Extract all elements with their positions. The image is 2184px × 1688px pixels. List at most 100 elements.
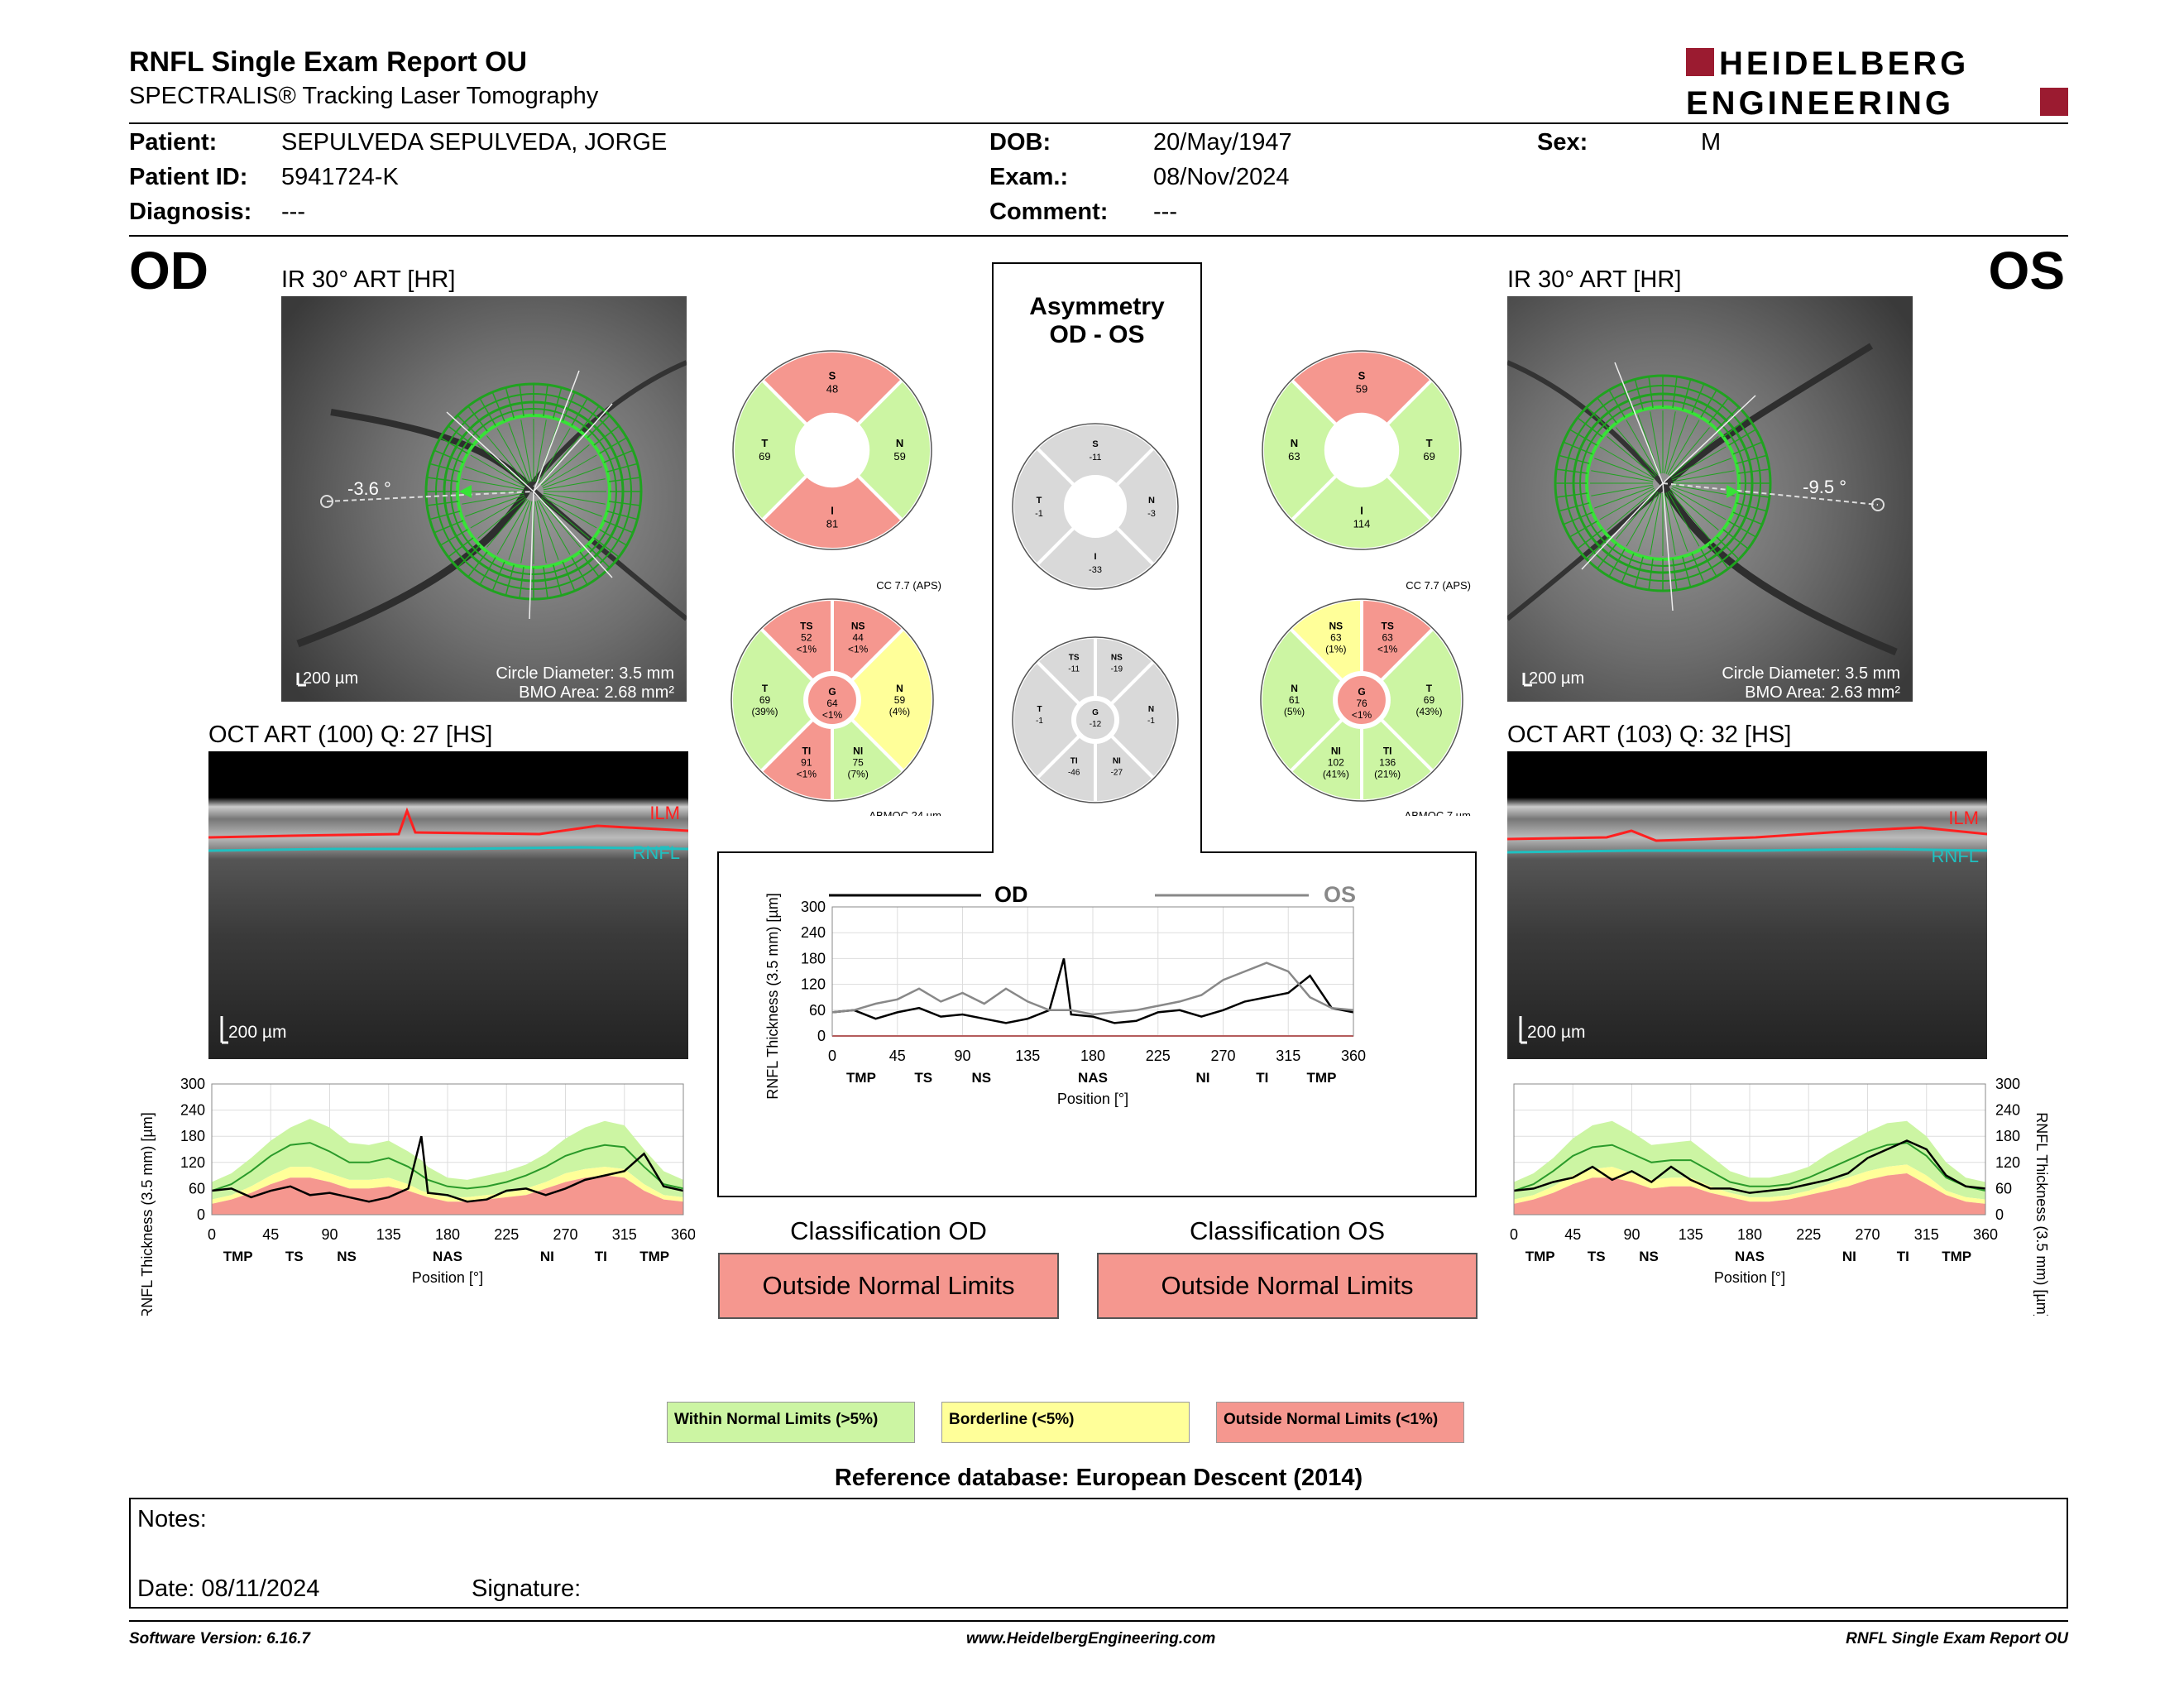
sector-ns-percentile: (1%) xyxy=(1325,644,1346,655)
sector-n-label: N xyxy=(896,437,903,449)
sector-g-percentile: <1% xyxy=(1352,709,1372,721)
x-tick-label: 180 xyxy=(1737,1226,1762,1243)
sector-axis-label: NS xyxy=(971,1070,991,1086)
asymmetry-title-line2: OD - OS xyxy=(1049,321,1145,348)
ou-comparison-chart: 0 60 120 180 240 300 0 45 90 135 180 225 270 315 360 OD… xyxy=(764,882,1366,1107)
exam-label: Exam.: xyxy=(989,164,1069,190)
legend-od-label: OD xyxy=(994,882,1028,907)
y-tick-label: 180 xyxy=(801,950,826,966)
x-tick-label: 360 xyxy=(1973,1226,1998,1243)
sector-ti-value: 136 xyxy=(1379,756,1396,768)
x-tick-label: 225 xyxy=(1146,1048,1171,1064)
od-ir-title: IR 30° ART [HR] xyxy=(281,266,456,293)
os-ilm-label: ILM xyxy=(1948,808,1979,828)
sector-g-value: 64 xyxy=(826,698,838,709)
sector-ni-label: NI xyxy=(1331,745,1341,756)
od-ir-image: -3.6 ° 200 µm Circle Diameter: 3.5 mm BM… xyxy=(281,296,687,702)
y-tick-label: 120 xyxy=(801,976,826,993)
x-tick-label: 315 xyxy=(612,1226,637,1243)
sector-ni-percentile: (7%) xyxy=(848,768,869,779)
heidelberg-logo: HEIDELBERG ENGINEERING xyxy=(1686,46,2068,117)
website-link[interactable]: www.HeidelbergEngineering.com xyxy=(966,1630,1216,1647)
sector-axis-label: NS xyxy=(337,1249,357,1264)
series-line-od xyxy=(831,958,1354,1024)
sector-n-label: N xyxy=(1148,496,1155,506)
sector-s-label: S xyxy=(1092,439,1098,449)
y-tick-label: 0 xyxy=(1995,1206,2004,1223)
classification-od-value: Outside Normal Limits xyxy=(718,1253,1059,1319)
sector-g xyxy=(807,674,858,726)
x-tick-label: 0 xyxy=(828,1048,836,1064)
patient-label: Patient: xyxy=(129,129,218,156)
x-tick-label: 45 xyxy=(262,1226,279,1243)
sector-ns-label: NS xyxy=(1329,621,1343,632)
sector-g-percentile: <1% xyxy=(822,709,843,721)
sector-s-label: S xyxy=(829,369,836,381)
rnfl-thickness-line xyxy=(1513,1139,1986,1194)
software-version: Software Version: 6.16.7 xyxy=(129,1630,310,1647)
sector-n-label: N xyxy=(1148,705,1154,714)
logo-line2: ENGINEERING xyxy=(1686,85,1954,117)
sector-t-value: -1 xyxy=(1035,509,1043,519)
sector-g xyxy=(1075,699,1116,741)
outside-normal-band xyxy=(212,1175,683,1215)
sector-ts-label: TS xyxy=(800,621,812,632)
x-tick-label: 135 xyxy=(1015,1048,1040,1064)
footer-divider xyxy=(129,1620,2068,1622)
x-tick-label: 360 xyxy=(671,1226,695,1243)
y-axis-label: RNFL Thickness (3.5 mm) [µm] xyxy=(764,893,781,1099)
sector-n-value: -1 xyxy=(1147,717,1155,726)
sector-g-value: -12 xyxy=(1090,720,1102,729)
x-tick-label: 315 xyxy=(1276,1048,1300,1064)
sector-t-percentile: (39%) xyxy=(752,706,778,717)
x-tick-label: 90 xyxy=(1623,1226,1640,1243)
diagnosis-value: --- xyxy=(281,199,305,225)
classification-os-value: Outside Normal Limits xyxy=(1097,1253,1478,1319)
sector-ts-percentile: <1% xyxy=(1377,644,1398,655)
sector-n-label: N xyxy=(896,683,903,694)
sector-i-value: 81 xyxy=(826,518,838,530)
sector-t-label: T xyxy=(1426,437,1433,449)
sector-s-value: 59 xyxy=(1356,382,1367,395)
sector-s-value: 48 xyxy=(826,382,838,395)
sector-n-value: -3 xyxy=(1147,509,1156,519)
dob-value: 20/May/1947 xyxy=(1153,129,1292,156)
y-tick-label: 240 xyxy=(180,1102,205,1119)
sector-ni-value: -27 xyxy=(1111,768,1123,777)
x-tick-label: 315 xyxy=(1914,1226,1939,1243)
within-normal-band xyxy=(1514,1120,1985,1200)
sector-axis-label: TMP xyxy=(639,1249,669,1264)
sector-ts-value: -11 xyxy=(1068,665,1080,674)
patient-divider xyxy=(129,235,2068,237)
sector-axis-label: TMP xyxy=(846,1070,876,1086)
classification-od-label: Classification OD xyxy=(790,1216,987,1245)
x-tick-label: 270 xyxy=(1855,1226,1880,1243)
os-circle-diameter: Circle Diameter: 3.5 mm xyxy=(1722,664,1900,683)
diagnosis-label: Diagnosis: xyxy=(129,199,252,225)
sector-ns-value: -19 xyxy=(1111,665,1123,674)
os-eye-label: OS xyxy=(1988,241,2065,300)
sector-ns-value: 44 xyxy=(852,632,864,644)
os-rnfl-label: RNFL xyxy=(1932,846,1979,866)
y-tick-label: 300 xyxy=(801,899,826,915)
sector-ni-label: NI xyxy=(1113,756,1121,765)
sector-g-label: G xyxy=(1358,686,1365,698)
asymmetry-6-sector-diagram: NS -19 N -1 NI -27 TI -46 T -1 TS -11 G -12 xyxy=(1011,635,1180,805)
sector-t-value: 69 xyxy=(759,694,771,706)
within-normal-band xyxy=(212,1119,683,1200)
patient-id: 5941724-K xyxy=(281,164,399,190)
od-oct-scale: 200 µm xyxy=(228,1023,286,1042)
sector-ti-percentile: (21%) xyxy=(1374,768,1401,779)
sector-ti-value: -46 xyxy=(1068,768,1080,777)
footer-report-name: RNFL Single Exam Report OU xyxy=(1846,1630,2068,1647)
sector-ti-label: TI xyxy=(802,745,811,756)
sector-ti-label: TI xyxy=(1070,756,1078,765)
sector-g xyxy=(1336,674,1387,726)
normal-mean-line xyxy=(1513,1142,1986,1192)
os-oct-title: OCT ART (103) Q: 32 [HS] xyxy=(1507,722,1792,748)
sector-ts-label: TS xyxy=(1382,621,1394,632)
logo-line1: HEIDELBERG xyxy=(1719,46,1969,82)
asymmetry-title: Asymmetry OD - OS xyxy=(993,293,1201,349)
